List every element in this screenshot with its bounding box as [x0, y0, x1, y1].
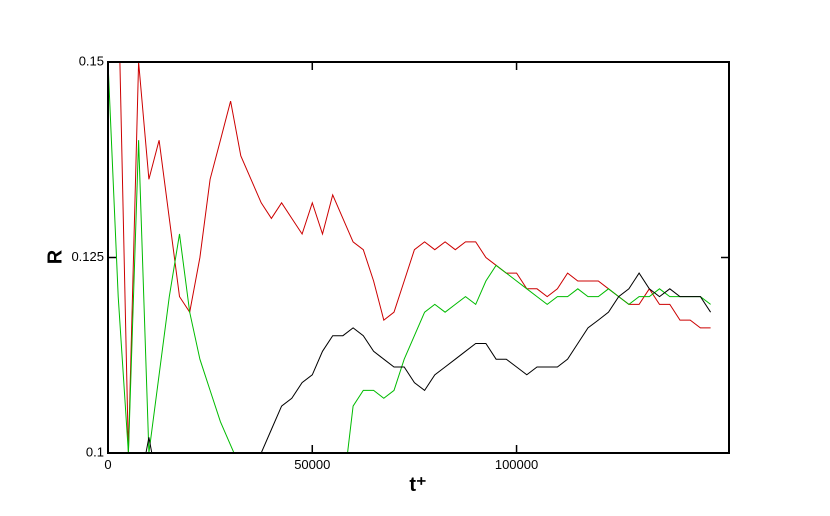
- plot-lines: [108, 62, 712, 453]
- plot-frame: [107, 61, 730, 454]
- x-tick-label: 100000: [495, 457, 538, 472]
- x-tick-label: 50000: [294, 457, 330, 472]
- y-axis-label: R: [44, 249, 66, 264]
- x-axis-label: t⁺: [409, 474, 426, 496]
- data-line: [119, 62, 711, 453]
- data-line: [145, 272, 712, 453]
- x-tick-label: 0: [104, 457, 111, 472]
- y-tick-label: 0.1: [86, 444, 104, 459]
- data-line: [108, 62, 711, 453]
- y-tick-label: 0.125: [71, 249, 104, 264]
- y-tick-label: 0.15: [79, 53, 104, 68]
